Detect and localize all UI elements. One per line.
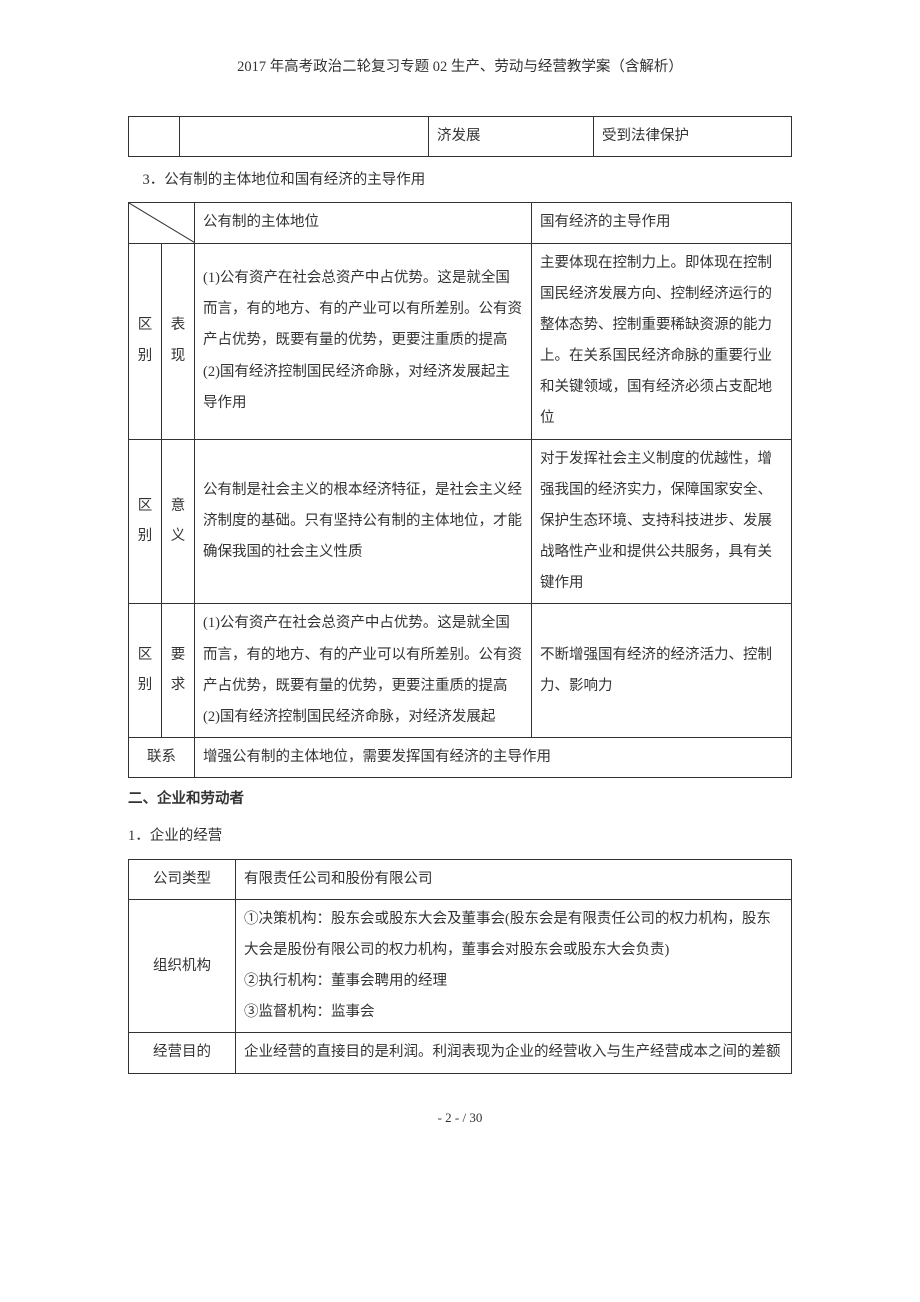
subgroup-label: 意义 [162, 439, 195, 604]
fragment-cell-empty2 [180, 117, 429, 157]
group-label: 区别 [129, 243, 162, 439]
table-row: 区别 表现 (1)公有资产在社会总资产中占优势。这是就全国而言，有的地方、有的产… [129, 243, 792, 439]
group-label-span: 联系 [129, 738, 195, 778]
table-row: 公司类型 有限责任公司和股份有限公司 [129, 859, 792, 899]
table-row: 区别 意义 公有制是社会主义的根本经济特征，是社会主义经济制度的基础。只有坚持公… [129, 439, 792, 604]
document-page: 2017 年高考政治二轮复习专题 02 生产、劳动与经营教学案（含解析） 济发展… [0, 0, 920, 1166]
row-value: 企业经营的直接目的是利润。利润表现为企业的经营收入与生产经营成本之间的差额 [236, 1033, 792, 1073]
top-fragment-table: 济发展 受到法律保护 [128, 116, 792, 157]
row-value: ①决策机构：股东会或股东大会及董事会(股东会是有限责任公司的权力机构，股东大会是… [236, 899, 792, 1033]
diagonal-header-cell [129, 203, 195, 243]
cell-content: 公有制是社会主义的根本经济特征，是社会主义经济制度的基础。只有坚持公有制的主体地… [195, 439, 532, 604]
fragment-cell-empty1 [129, 117, 180, 157]
fragment-cell-4: 受到法律保护 [594, 117, 792, 157]
subgroup-label: 要求 [162, 604, 195, 738]
table-row: 联系 增强公有制的主体地位，需要发挥国有经济的主导作用 [129, 738, 792, 778]
cell-content: (1)公有资产在社会总资产中占优势。这是就全国而言，有的地方、有的产业可以有所差… [195, 243, 532, 439]
cell-content-span: 增强公有制的主体地位，需要发挥国有经济的主导作用 [195, 738, 792, 778]
section-3-label: 3．公有制的主体地位和国有经济的主导作用 [128, 165, 792, 196]
cell-content: 对于发挥社会主义制度的优越性，增强我国的经济实力，保障国家安全、保护生态环境、支… [532, 439, 792, 604]
table-row: 经营目的 企业经营的直接目的是利润。利润表现为企业的经营收入与生产经营成本之间的… [129, 1033, 792, 1073]
table-row: 区别 要求 (1)公有资产在社会总资产中占优势。这是就全国而言，有的地方、有的产… [129, 604, 792, 738]
page-total: / 30 [463, 1110, 483, 1125]
cell-content: 不断增强国有经济的经济活力、控制力、影响力 [532, 604, 792, 738]
table-header-row: 公有制的主体地位 国有经济的主导作用 [129, 203, 792, 243]
row-header: 组织机构 [129, 899, 236, 1033]
page-footer: - 2 - / 30 [128, 1110, 792, 1126]
section-2-head: 二、企业和劳动者 [128, 784, 792, 815]
row-header: 公司类型 [129, 859, 236, 899]
comparison-table: 公有制的主体地位 国有经济的主导作用 区别 表现 (1)公有资产在社会总资产中占… [128, 202, 792, 778]
diagonal-line-icon [129, 203, 194, 242]
page-header-title: 2017 年高考政治二轮复习专题 02 生产、劳动与经营教学案（含解析） [128, 55, 792, 76]
cell-content: 主要体现在控制力上。即体现在控制国民经济发展方向、控制经济运行的整体态势、控制重… [532, 243, 792, 439]
table-row: 济发展 受到法律保护 [129, 117, 792, 157]
enterprise-table: 公司类型 有限责任公司和股份有限公司 组织机构 ①决策机构：股东会或股东大会及董… [128, 859, 792, 1074]
group-label: 区别 [129, 604, 162, 738]
header-col3: 国有经济的主导作用 [532, 203, 792, 243]
table-row: 组织机构 ①决策机构：股东会或股东大会及董事会(股东会是有限责任公司的权力机构，… [129, 899, 792, 1033]
row-value: 有限责任公司和股份有限公司 [236, 859, 792, 899]
section-2-sub: 1．企业的经营 [128, 821, 792, 852]
row-header: 经营目的 [129, 1033, 236, 1073]
fragment-cell-3: 济发展 [429, 117, 594, 157]
header-col2: 公有制的主体地位 [195, 203, 532, 243]
subgroup-label: 表现 [162, 243, 195, 439]
page-number: - 2 - [438, 1110, 460, 1125]
cell-content: (1)公有资产在社会总资产中占优势。这是就全国而言，有的地方、有的产业可以有所差… [195, 604, 532, 738]
group-label: 区别 [129, 439, 162, 604]
